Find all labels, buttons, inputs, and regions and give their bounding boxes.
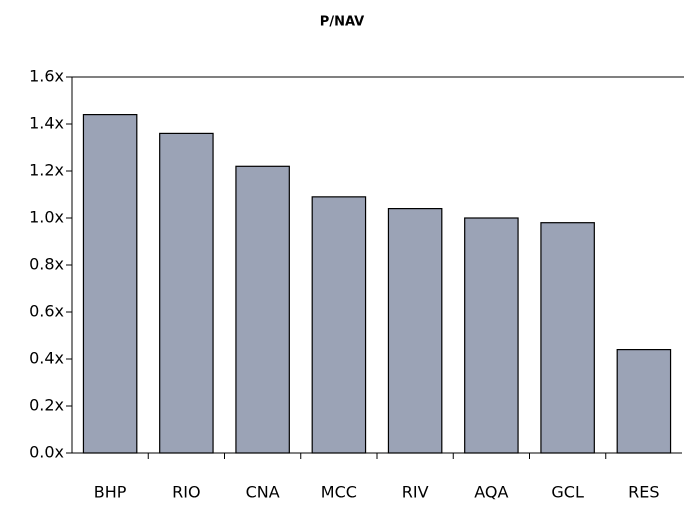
- bar: [311, 196, 367, 454]
- bar: [235, 165, 290, 454]
- y-tick-label: 0.8x: [29, 255, 64, 274]
- x-tick-label: RIO: [172, 483, 200, 502]
- y-tick-label: 0.0x: [29, 443, 64, 462]
- y-tick-label: 1.0x: [29, 208, 64, 227]
- x-tick-label: MCC: [321, 483, 357, 502]
- bar: [387, 208, 443, 454]
- y-tick-label: 0.4x: [29, 349, 64, 368]
- x-tick-label: GCL: [551, 483, 584, 502]
- x-tick-label: RIV: [402, 483, 429, 502]
- y-tick-label: 1.4x: [29, 114, 64, 133]
- x-tick-label: CNA: [246, 483, 280, 502]
- y-tick-label: 0.2x: [29, 396, 64, 415]
- x-tick-label: RES: [628, 483, 659, 502]
- chart-title: P/NAV: [320, 15, 364, 30]
- y-tick-label: 1.6x: [29, 67, 64, 86]
- x-tick-label: BHP: [94, 483, 127, 502]
- bar: [159, 132, 214, 454]
- y-tick-label: 0.6x: [29, 302, 64, 321]
- y-tick-label: 1.2x: [29, 161, 64, 180]
- bar: [464, 217, 519, 454]
- bar: [540, 222, 595, 454]
- x-tick-label: AQA: [474, 483, 508, 502]
- bar: [616, 349, 672, 454]
- bar: [82, 113, 138, 454]
